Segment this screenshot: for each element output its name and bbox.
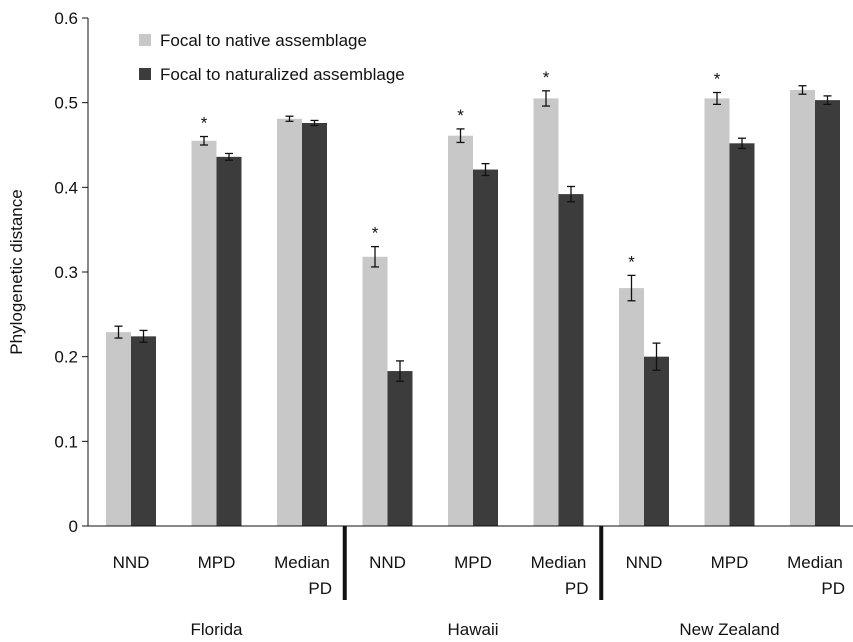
group-label: Hawaii xyxy=(447,620,498,639)
y-tick-label: 0.3 xyxy=(54,263,78,282)
significance-star: * xyxy=(457,106,464,125)
legend-label-native: Focal to native assemblage xyxy=(160,31,367,50)
bar-native xyxy=(277,118,302,527)
legend: Focal to native assemblage Focal to natur… xyxy=(139,31,405,84)
bar-naturalized xyxy=(302,122,327,526)
x-tick-label: NND xyxy=(113,553,150,572)
x-tick-label: PD xyxy=(821,579,845,598)
y-tick-label: 0.6 xyxy=(54,9,78,28)
significance-star: * xyxy=(372,224,379,243)
bar-naturalized xyxy=(216,156,242,526)
bar-native xyxy=(191,140,217,526)
group-label: Florida xyxy=(191,620,244,639)
x-tick-label: NND xyxy=(626,553,663,572)
y-tick-label: 0.5 xyxy=(54,94,78,113)
significance-star: * xyxy=(201,114,208,133)
legend-swatch-naturalized xyxy=(139,68,151,80)
bar-native xyxy=(533,98,559,526)
x-tick-label: PD xyxy=(308,579,332,598)
bar-native xyxy=(790,89,815,526)
x-tick-label: NND xyxy=(369,553,406,572)
x-axis: NND MPD Median PD Florida NND MPD Median PD Hawai… xyxy=(88,525,853,639)
x-tick-label: Median xyxy=(787,553,843,572)
bar-native xyxy=(619,288,644,526)
legend-swatch-native xyxy=(139,34,151,46)
bar-native xyxy=(362,256,388,526)
x-tick-label: MPD xyxy=(454,553,492,572)
bar-native xyxy=(448,135,473,527)
bar-naturalized xyxy=(558,194,584,526)
x-tick-label: Median xyxy=(274,553,330,572)
bar-naturalized xyxy=(644,356,669,526)
significance-star: * xyxy=(543,68,550,87)
bar-naturalized xyxy=(387,371,413,526)
group-label: New Zealand xyxy=(679,620,779,639)
bar-naturalized xyxy=(131,336,156,526)
bar-native xyxy=(704,98,730,526)
y-tick-label: 0.1 xyxy=(54,432,78,451)
y-tick-label: 0.4 xyxy=(54,178,78,197)
y-tick-label: 0 xyxy=(69,517,78,536)
y-tick-label: 0.2 xyxy=(54,348,78,367)
x-tick-label: PD xyxy=(565,579,589,598)
y-axis-label: Phylogenetic distance xyxy=(7,189,26,354)
bar-naturalized xyxy=(815,100,840,527)
x-tick-label: MPD xyxy=(711,553,749,572)
y-axis: 0 0.1 0.2 0.3 0.4 0.5 0.6 xyxy=(54,9,89,536)
x-tick-label: Median xyxy=(531,553,587,572)
legend-label-naturalized: Focal to naturalized assemblage xyxy=(160,65,405,84)
bar-naturalized xyxy=(473,169,498,526)
bars: * * * * * * xyxy=(106,68,840,527)
significance-star: * xyxy=(714,70,721,89)
x-tick-label: MPD xyxy=(198,553,236,572)
significance-star: * xyxy=(628,252,635,271)
bar-naturalized xyxy=(729,143,755,526)
bar-native xyxy=(106,332,131,526)
